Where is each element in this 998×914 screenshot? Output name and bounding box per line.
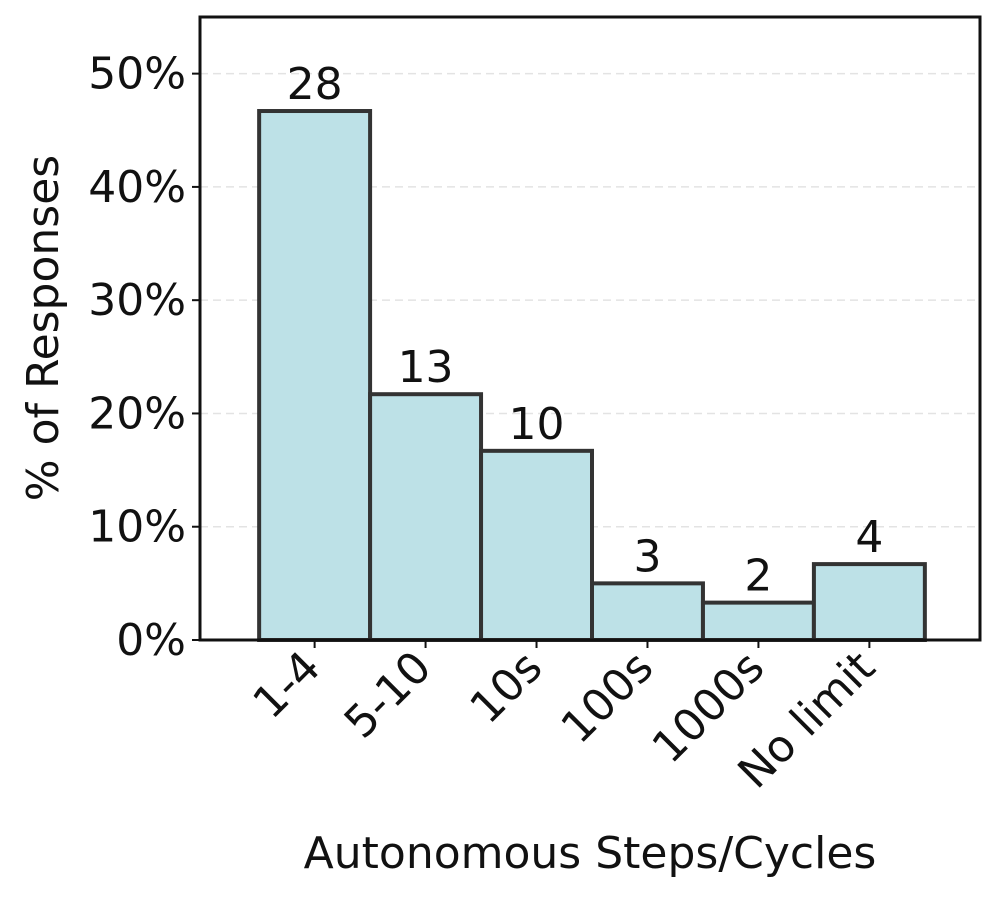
bar	[700, 600, 816, 642]
plot-frame	[198, 15, 982, 642]
y-tick-label: 10%	[88, 502, 186, 553]
x-tick-label: 10s	[460, 642, 552, 734]
x-tick-label: 1-4	[244, 642, 331, 729]
bar	[811, 562, 927, 643]
y-tick-label: 40%	[88, 162, 186, 213]
bar	[590, 581, 705, 643]
bar	[479, 448, 594, 642]
x-axis-label: Autonomous Steps/Cycles	[304, 828, 877, 879]
y-axis-label: % of Responses	[18, 155, 69, 501]
data-label: 2	[744, 551, 772, 602]
y-tick-label: 20%	[88, 388, 186, 439]
y-tick-label: 30%	[88, 275, 186, 326]
data-label: 4	[855, 512, 883, 563]
bar	[257, 109, 373, 643]
data-label: 13	[398, 342, 454, 393]
y-tick-label: 50%	[88, 49, 186, 100]
data-label: 3	[633, 531, 661, 582]
data-label: 28	[287, 59, 343, 110]
x-tick-label: 5-10	[335, 642, 442, 749]
bar	[368, 392, 484, 642]
y-tick-label: 0%	[116, 615, 186, 666]
data-label: 10	[509, 399, 565, 450]
